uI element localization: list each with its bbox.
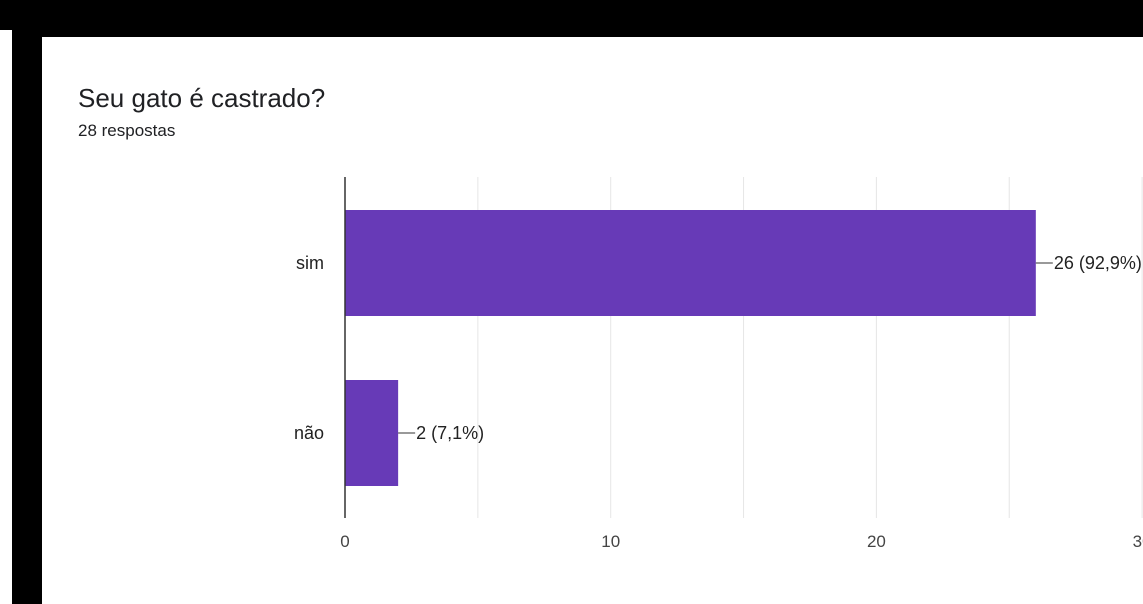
bar-chart: 0 10 20 30 sim 26 (92,9%) não 2 (7,1%) bbox=[294, 177, 1143, 551]
x-tick-label: 0 bbox=[340, 532, 349, 551]
bar-1 bbox=[345, 380, 399, 486]
question-title: Seu gato é castrado? bbox=[78, 83, 326, 113]
response-count: 28 respostas bbox=[78, 121, 176, 140]
bar-0 bbox=[345, 210, 1036, 316]
data-label: 2 (7,1%) bbox=[416, 423, 484, 443]
data-label: 26 (92,9%) bbox=[1054, 253, 1142, 273]
x-tick-label: 10 bbox=[601, 532, 620, 551]
question-card: Seu gato é castrado? 28 respostas 0 10 20 3… bbox=[42, 37, 1143, 604]
category-label: sim bbox=[296, 253, 324, 273]
bars bbox=[345, 210, 1036, 486]
x-tick-label: 30 bbox=[1133, 532, 1143, 551]
category-label: não bbox=[294, 423, 324, 443]
x-tick-label: 20 bbox=[867, 532, 886, 551]
left-panel-edge bbox=[0, 30, 12, 604]
labels: 0 10 20 30 sim 26 (92,9%) não 2 (7,1%) bbox=[294, 253, 1143, 551]
